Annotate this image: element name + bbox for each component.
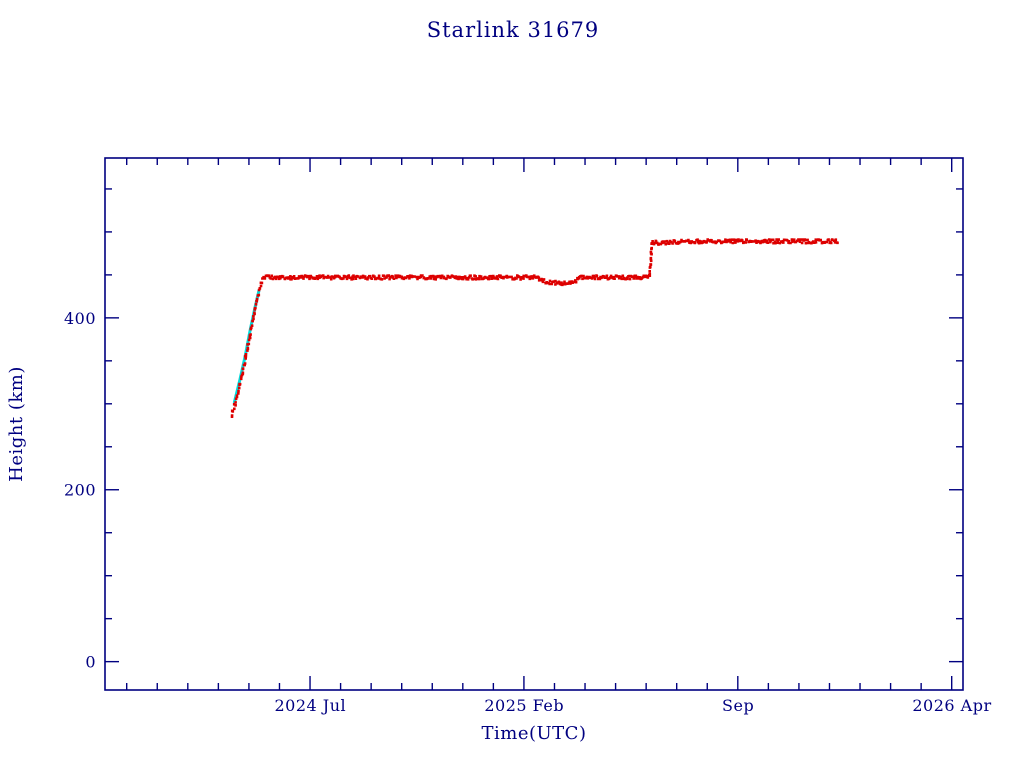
x-tick-label: 2024 Jul [275,696,347,715]
x-tick-label: 2026 Apr [912,696,991,715]
x-tick-label: Sep [722,696,754,715]
y-tick-label: 200 [64,481,96,500]
y-tick-label: 400 [64,309,96,328]
y-tick-label: 0 [85,653,96,672]
plot-frame [104,157,964,691]
chart-title: Starlink 31679 [427,18,600,42]
x-tick-label: 2025 Feb [484,696,564,715]
y-axis-label: Height (km) [6,366,27,482]
data-series [230,238,839,418]
x-axis-label: Time(UTC) [482,723,587,744]
scatter-points [230,238,839,418]
axis-ticks [105,158,963,690]
axis-tick-labels: 2024 Jul 2025 Feb Sep 2026 Apr 0 200 400 [64,309,991,715]
series-height-observations-red [230,238,839,418]
